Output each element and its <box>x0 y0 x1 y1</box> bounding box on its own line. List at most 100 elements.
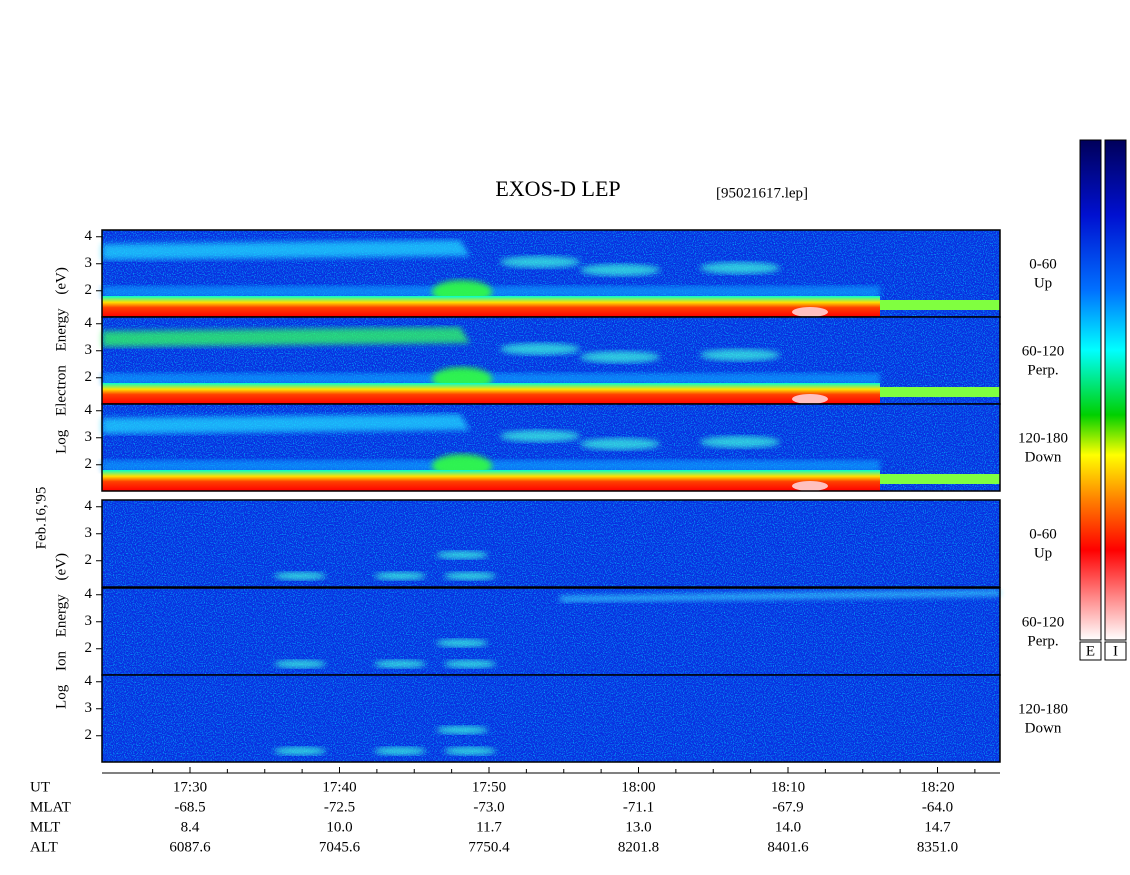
y-tick-label: 3 <box>85 342 93 358</box>
ephemeris-label: UT <box>30 779 50 795</box>
ephemeris-value: -72.5 <box>324 799 355 815</box>
flux-blob <box>374 660 426 668</box>
ephemeris-value: 17:50 <box>472 779 506 795</box>
y-tick-label: 2 <box>85 456 93 472</box>
pitch-angle-label: 60-120 <box>1022 343 1065 359</box>
flux-blob <box>700 349 780 361</box>
panel-frame <box>101 403 1001 492</box>
title: EXOS-D LEP <box>495 176 620 201</box>
y-tick-label: 2 <box>85 640 93 656</box>
flux-blob <box>274 660 326 668</box>
flux-blob <box>374 747 426 755</box>
pitch-angle-label: 120-180 <box>1018 701 1068 717</box>
flux-blob <box>580 351 660 363</box>
panel-frame <box>101 674 1001 763</box>
spectrogram-panel: 2 3 4 <box>85 228 1001 318</box>
y-tick-label: 3 <box>85 700 93 716</box>
spectrogram-noise <box>102 588 1000 675</box>
y-tick-label: 3 <box>85 613 93 629</box>
y-tick-label: 4 <box>85 498 93 514</box>
y-tick-label: 4 <box>85 315 93 331</box>
color-bar-label: I <box>1113 643 1118 659</box>
y-tick-label: 4 <box>85 228 93 244</box>
flux-blob <box>700 262 780 274</box>
ephemeris-value: 17:30 <box>173 779 207 795</box>
color-bar <box>1104 139 1127 641</box>
panel-frame <box>101 499 1001 588</box>
spectrogram-panel: 2 3 4 <box>85 315 1001 405</box>
ephemeris-value: 14.7 <box>924 819 951 835</box>
ephemeris-value: 8351.0 <box>917 839 958 855</box>
ephemeris-value: -64.0 <box>922 799 953 815</box>
date-label: Feb.16,'95 <box>33 487 49 550</box>
y-tick-label: 2 <box>85 727 93 743</box>
color-bar-label-box <box>1104 641 1127 661</box>
ephemeris-value: 11.7 <box>476 819 502 835</box>
flux-blob <box>792 481 828 491</box>
pitch-angle-label: 0-60 <box>1029 526 1057 542</box>
y-tick-label: 2 <box>85 282 93 298</box>
direction-label: Perp. <box>1027 633 1058 649</box>
y-tick-label: 4 <box>85 586 93 602</box>
flux-band <box>102 296 880 317</box>
flux-blob <box>374 572 426 580</box>
file-name: [95021617.lep] <box>716 185 808 201</box>
flux-blob <box>444 747 496 755</box>
flux-band <box>560 590 1000 602</box>
axis-label: Log Ion Energy (eV) <box>53 553 69 709</box>
flux-band <box>880 474 1000 484</box>
ephemeris-value: 14.0 <box>775 819 801 835</box>
ephemeris-value: 10.0 <box>326 819 352 835</box>
y-tick-label: 4 <box>85 673 93 689</box>
flux-band <box>102 383 880 404</box>
y-tick-label: 3 <box>85 525 93 541</box>
flux-blob <box>792 394 828 404</box>
flux-band <box>880 387 1000 397</box>
ephemeris-value: -71.1 <box>623 799 654 815</box>
flux-blob <box>436 639 488 647</box>
y-tick-label: 4 <box>85 402 93 418</box>
spectrogram-noise <box>102 500 1000 587</box>
flux-band <box>880 300 1000 310</box>
ephemeris-value: 7045.6 <box>319 839 361 855</box>
direction-label: Down <box>1025 449 1062 465</box>
spectrogram-panel: 2 3 4 <box>85 402 1001 492</box>
flux-blob <box>580 438 660 450</box>
ephemeris-value: 8.4 <box>181 819 200 835</box>
flux-blob <box>274 747 326 755</box>
direction-label: Perp. <box>1027 362 1058 378</box>
spectrogram-panel: 2 3 4 <box>85 498 1001 588</box>
flux-blob <box>792 307 828 317</box>
axis-label: Log Electron Energy (eV) <box>53 267 69 454</box>
flux-band <box>102 470 880 491</box>
direction-label: Up <box>1034 275 1052 291</box>
spectrogram-panel: 2 3 4 <box>85 586 1001 676</box>
ephemeris-value: 8201.8 <box>618 839 659 855</box>
y-tick-label: 2 <box>85 552 93 568</box>
color-bar <box>1079 139 1102 641</box>
ephemeris-value: -73.0 <box>473 799 504 815</box>
flux-blob <box>580 264 660 276</box>
ephemeris-value: -68.5 <box>174 799 205 815</box>
ephemeris-value: 13.0 <box>625 819 651 835</box>
y-tick-label: 3 <box>85 255 93 271</box>
y-tick-label: 2 <box>85 369 93 385</box>
flux-blob <box>436 726 488 734</box>
ephemeris-value: 17:40 <box>322 779 356 795</box>
pitch-angle-label: 0-60 <box>1029 256 1057 272</box>
pitch-angle-label: 120-180 <box>1018 430 1068 446</box>
y-tick-label: 3 <box>85 429 93 445</box>
flux-band <box>102 327 470 347</box>
flux-blob <box>500 343 580 355</box>
ephemeris-value: 18:00 <box>621 779 655 795</box>
spectrogram-noise <box>102 675 1000 762</box>
flux-blob <box>436 551 488 559</box>
ephemeris-value: 7750.4 <box>468 839 510 855</box>
flux-blob <box>274 572 326 580</box>
ephemeris-value: -67.9 <box>772 799 803 815</box>
direction-label: Up <box>1034 545 1052 561</box>
flux-blob <box>444 660 496 668</box>
spectrogram-panel: 2 3 4 <box>85 673 1001 763</box>
ephemeris-label: MLT <box>30 819 60 835</box>
